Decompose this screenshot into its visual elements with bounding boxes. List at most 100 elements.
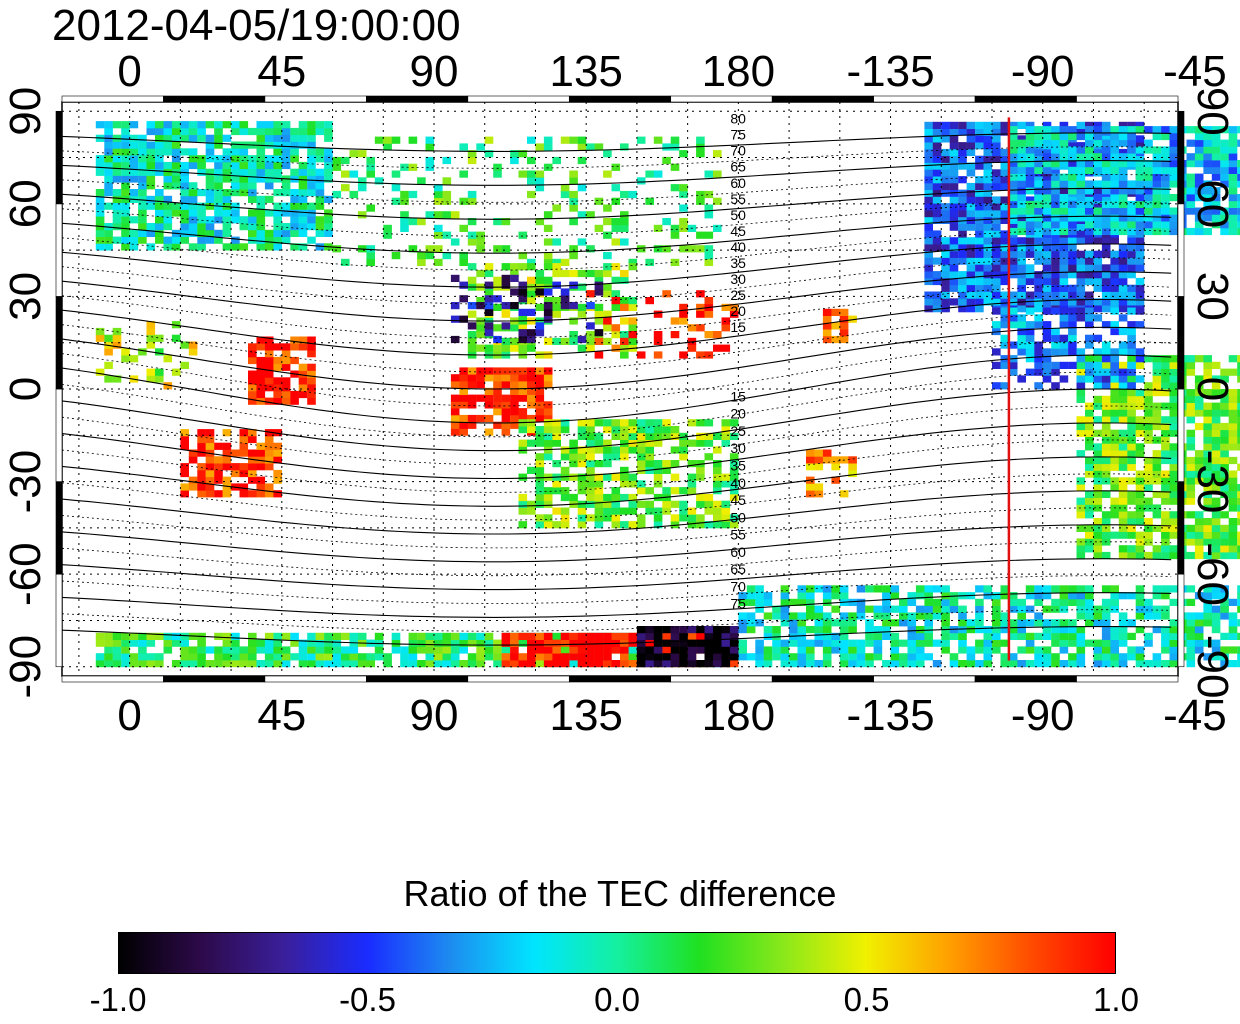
tec-cell — [239, 442, 249, 450]
tec-cell — [1042, 148, 1052, 157]
tec-cell — [1135, 237, 1145, 245]
tec-cell — [679, 500, 688, 508]
tec-cell — [205, 442, 215, 450]
tec-cell — [687, 460, 697, 468]
frame-band-right — [1177, 110, 1185, 205]
tec-cell — [899, 619, 908, 627]
tec-cell — [696, 646, 705, 654]
tec-cell — [1211, 375, 1221, 383]
tec-cell — [586, 480, 595, 488]
tec-cell — [1135, 194, 1145, 202]
tec-cell — [1228, 551, 1238, 560]
tec-cell — [1144, 173, 1153, 181]
tec-cell — [476, 660, 485, 668]
tec-cell — [1017, 321, 1026, 329]
tec-cell — [1118, 632, 1128, 640]
tec-cell — [155, 155, 164, 163]
tec-cell — [273, 209, 282, 217]
tec-cell — [273, 660, 282, 668]
tec-cell — [1025, 250, 1035, 258]
tec-cell — [543, 521, 553, 529]
tec-cell — [949, 135, 959, 143]
tec-cell — [146, 321, 156, 329]
tec-cell — [958, 223, 967, 231]
tec-cell — [992, 223, 1001, 231]
tec-cell — [1025, 126, 1035, 134]
tec-cell — [1076, 592, 1086, 600]
tec-cell — [1093, 121, 1103, 129]
tec-cell — [222, 429, 232, 437]
tec-cell — [949, 169, 959, 177]
tec-cell — [1127, 160, 1136, 168]
tec-cell — [484, 414, 494, 423]
tec-cell — [1017, 612, 1026, 620]
tec-cell — [941, 237, 950, 245]
tec-cell — [332, 639, 342, 647]
geomag-contour — [61, 298, 1172, 356]
tec-cell — [1220, 456, 1229, 465]
tec-cell — [138, 209, 147, 217]
tec-cell — [1237, 409, 1240, 417]
x-tick-label-top: 0 — [117, 47, 141, 96]
tec-cell — [510, 632, 519, 640]
tec-cell — [298, 209, 308, 217]
tec-cell — [459, 374, 468, 382]
tec-cell — [1237, 598, 1240, 606]
tec-cell — [476, 297, 485, 305]
tec-cell — [958, 210, 967, 218]
tec-cell — [924, 237, 933, 245]
tec-cell — [628, 258, 638, 266]
tec-cell — [915, 612, 925, 620]
tec-cell — [307, 148, 316, 156]
tec-cell — [180, 209, 189, 217]
tec-cell — [510, 269, 519, 278]
tec-cell — [1228, 409, 1238, 417]
tec-cell — [248, 390, 257, 399]
tec-cell — [1025, 277, 1035, 286]
tec-cell — [239, 483, 249, 491]
tec-cell — [1110, 477, 1119, 485]
tec-cell — [518, 324, 528, 332]
tec-cell — [1161, 429, 1170, 437]
tec-cell — [594, 487, 604, 495]
tec-cell — [231, 182, 240, 190]
tec-cell — [645, 500, 654, 508]
tec-cell — [1144, 612, 1153, 620]
tec-cell — [264, 442, 274, 450]
tec-cell — [307, 397, 316, 405]
tec-cell — [958, 196, 967, 204]
tec-cell — [171, 182, 181, 190]
tec-cell — [493, 653, 502, 661]
tec-cell — [1169, 402, 1179, 410]
tec-cell — [248, 127, 257, 136]
tec-cell — [1051, 146, 1060, 154]
tec-cell — [1161, 126, 1170, 134]
tec-cell — [129, 639, 139, 647]
tec-cell — [493, 245, 502, 253]
tec-cell — [975, 639, 984, 647]
tec-cell — [1034, 257, 1043, 265]
tec-cell — [1211, 646, 1221, 654]
tec-cell — [1000, 264, 1010, 272]
tec-cell — [95, 639, 105, 647]
tec-cell — [535, 276, 545, 284]
tec-cell — [975, 203, 984, 211]
tec-cell — [1085, 341, 1094, 349]
tec-cell — [1127, 619, 1136, 627]
tec-cell — [1169, 660, 1179, 668]
tec-cell — [1161, 146, 1170, 154]
tec-cell — [163, 639, 173, 647]
tec-cell — [1076, 298, 1086, 306]
tec-cell — [603, 170, 612, 178]
tec-cell — [1161, 375, 1170, 383]
tec-cell — [231, 127, 240, 136]
tec-cell — [273, 469, 282, 478]
tec-cell — [772, 653, 781, 661]
tec-cell — [577, 310, 587, 318]
tec-cell — [594, 460, 604, 468]
tec-cell — [932, 203, 942, 211]
tec-cell — [814, 456, 824, 464]
geomag-contour — [61, 388, 1172, 452]
tec-cell — [1186, 443, 1196, 451]
tec-cell — [1051, 194, 1060, 202]
